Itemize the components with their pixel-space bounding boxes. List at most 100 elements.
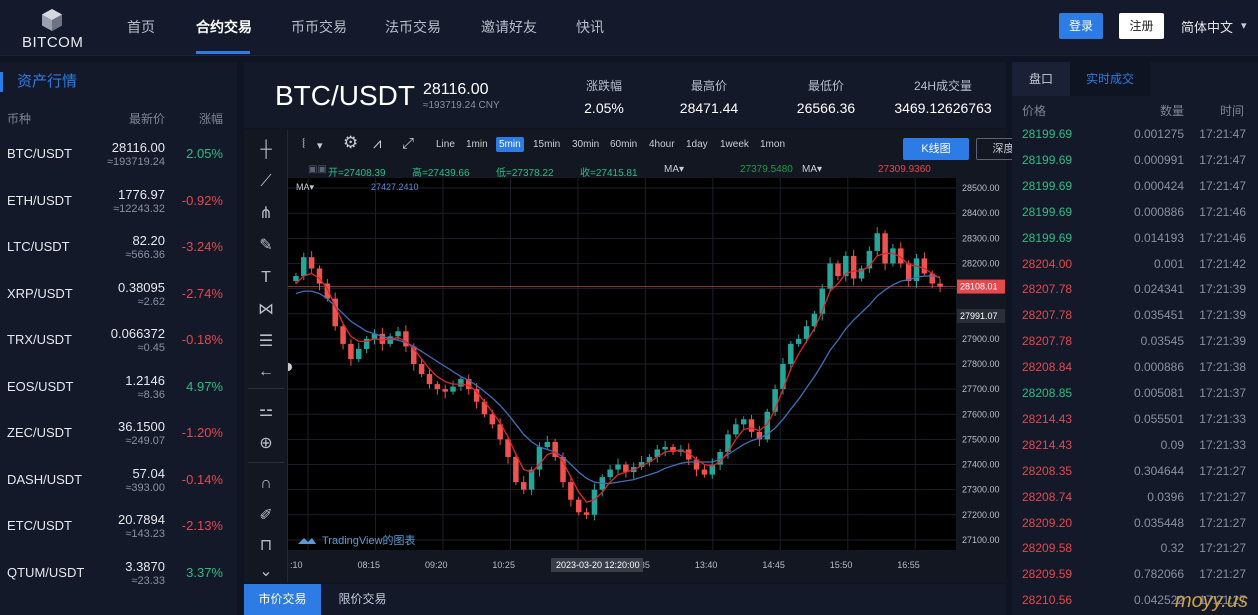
- brush-icon[interactable]: ✎: [259, 237, 273, 254]
- trade-qty: 0.035451: [1133, 308, 1184, 323]
- market-change: 4.97%: [186, 378, 223, 394]
- chart-svg[interactable]: 28500.0028400.0028300.0028200.0028100.00…: [288, 178, 1006, 582]
- nav-fiat-trading[interactable]: 法币交易: [385, 19, 441, 35]
- stat-change-value: 2.05%: [584, 100, 624, 116]
- market-row[interactable]: DASH/USDT 57.04 ≈393.00 -0.14%: [0, 462, 237, 508]
- market-row[interactable]: ETH/USDT 1776.97 ≈12243.32 -0.92%: [0, 183, 237, 229]
- trade-row: 28199.69 0.001275 17:21:47: [1012, 121, 1258, 147]
- text-tool-icon[interactable]: T: [261, 269, 271, 286]
- candle-body: [811, 313, 818, 327]
- candle-body: [921, 258, 928, 274]
- trend-line-icon[interactable]: ⟋: [260, 173, 272, 190]
- plot-ma-value: 27427.2410: [371, 182, 419, 192]
- stat-high-value: 28471.44: [679, 100, 739, 116]
- candle-body: [623, 464, 629, 473]
- interval-30min[interactable]: 30min: [572, 139, 600, 150]
- market-symbol: EOS/USDT: [7, 378, 74, 394]
- last-price-tag: [957, 279, 1005, 294]
- fullscreen-icon[interactable]: ⤢: [402, 135, 415, 152]
- tab-market-order[interactable]: 市价交易: [244, 584, 321, 615]
- lock-icon[interactable]: ⊓: [259, 537, 273, 554]
- collapse-chevron-icon[interactable]: ⌄: [259, 563, 273, 580]
- interval-1week[interactable]: 1week: [720, 139, 749, 150]
- nav-news[interactable]: 快讯: [576, 19, 604, 35]
- x-tick-label: 09:20: [425, 560, 448, 570]
- kline-button[interactable]: K线图: [903, 138, 969, 160]
- nav-contract-trading[interactable]: 合约交易: [196, 19, 252, 35]
- interval-1mon[interactable]: 1mon: [760, 139, 786, 150]
- interval-5min[interactable]: 5min: [496, 137, 524, 152]
- col-time: 时间: [1220, 104, 1245, 118]
- nav-spot-trading[interactable]: 币币交易: [291, 19, 347, 35]
- ruler-icon[interactable]: ☰: [258, 333, 274, 350]
- market-symbol: BTC/USDT: [7, 146, 72, 161]
- drawing-tools: ┼ ⟋ ⋔ ✎ T ⋈ ☰ ← ⚍ ⊕ ∩ ✐ ⊓ ⌄: [244, 130, 288, 582]
- indicators-icon[interactable]: ⩘: [373, 135, 382, 152]
- tab-limit-order[interactable]: 限价交易: [338, 592, 387, 606]
- y-tick-label: 28200.00: [962, 258, 1000, 268]
- stat-low-label: 最低价: [807, 79, 844, 93]
- zoom-in-icon[interactable]: ⊕: [259, 435, 273, 452]
- legend-ma-label-2[interactable]: MA▾: [802, 164, 823, 175]
- gear-icon[interactable]: ⚙: [343, 133, 359, 152]
- market-row[interactable]: ETC/USDT 20.7894 ≈143.23 -2.13%: [0, 508, 237, 554]
- market-row[interactable]: EOS/USDT 1.2146 ≈8.36 4.97%: [0, 369, 237, 415]
- market-change: -3.24%: [181, 239, 223, 254]
- nav-invite-friends[interactable]: 邀请好友: [481, 19, 537, 35]
- candle-type-icon[interactable]: ⧙: [302, 135, 306, 152]
- interval-15min[interactable]: 15min: [533, 139, 561, 150]
- market-row[interactable]: LTC/USDT 82.20 ≈566.36 -3.24%: [0, 229, 237, 275]
- market-row[interactable]: QTUM/USDT 3.3870 ≈23.33 3.37%: [0, 555, 237, 601]
- interval-60min[interactable]: 60min: [610, 139, 638, 150]
- candle-body: [905, 263, 912, 282]
- chevron-down-icon[interactable]: ▾: [317, 140, 323, 152]
- interval-1min[interactable]: 1min: [466, 139, 488, 150]
- nav-home[interactable]: 首页: [127, 19, 155, 35]
- back-arrow-icon[interactable]: ←: [258, 363, 274, 380]
- trade-qty: 0.014193: [1133, 230, 1184, 245]
- pattern-icon[interactable]: ⋈: [258, 301, 274, 318]
- chevron-down-icon[interactable]: ▾: [1241, 20, 1247, 32]
- market-row[interactable]: ZEC/USDT 36.1500 ≈249.07 -1.20%: [0, 415, 237, 461]
- candlestick-chart[interactable]: 28500.0028400.0028300.0028200.0028100.00…: [288, 178, 1006, 582]
- stat-volume-label: 24H成交量: [913, 79, 972, 93]
- interval-line[interactable]: Line: [436, 139, 455, 150]
- brand-logo[interactable]: BITCOM: [22, 8, 83, 51]
- trade-row: 28208.74 0.0396 17:21:27: [1012, 484, 1258, 510]
- trade-price: 28214.43: [1022, 411, 1073, 426]
- col-qty: 数量: [1160, 104, 1185, 118]
- legend-toggle-icon[interactable]: ▣▣: [308, 164, 327, 175]
- tab-realtime-trades[interactable]: 实时成交: [1070, 62, 1150, 96]
- login-button[interactable]: 登录: [1059, 13, 1103, 39]
- crosshair-icon[interactable]: ┼: [260, 141, 272, 158]
- language-selector[interactable]: 简体中文: [1181, 20, 1234, 35]
- measure-icon[interactable]: ⚍: [258, 403, 274, 420]
- main-panel: BTC/USDT 28116.00 ≈193719.24 CNY 涨跌幅 2.0…: [244, 62, 1042, 615]
- market-row[interactable]: XRP/USDT 0.38095 ≈2.62 -2.74%: [0, 276, 237, 322]
- y-tick-label: 27500.00: [962, 434, 1000, 444]
- trade-time: 17:21:39: [1199, 282, 1246, 297]
- trade-qty: 0.782066: [1133, 567, 1184, 582]
- market-row[interactable]: TRX/USDT 0.066372 ≈0.45 -0.18%: [0, 322, 237, 368]
- trade-time: 17:21:27: [1199, 515, 1246, 530]
- legend-ma-label[interactable]: MA▾: [664, 164, 685, 175]
- trade-row: 28214.43 0.055501 17:21:33: [1012, 406, 1258, 432]
- market-row[interactable]: BTC/USDT 28116.00 ≈193719.24 2.05%: [0, 136, 237, 182]
- pitchfork-icon[interactable]: ⋔: [259, 205, 273, 222]
- trade-row: 28204.00 0.001 17:21:42: [1012, 251, 1258, 277]
- y-tick-label: 28300.00: [962, 233, 1000, 243]
- candle-body: [780, 364, 786, 390]
- stat-volume: 24H成交量 3469.12626763: [883, 77, 1003, 116]
- magnet-icon[interactable]: ∩: [260, 475, 272, 492]
- interval-1day[interactable]: 1day: [686, 139, 708, 150]
- y-tick-label: 27800.00: [962, 359, 1000, 369]
- interval-4hour[interactable]: 4hour: [649, 139, 675, 150]
- y-tick-label: 27600.00: [962, 409, 1000, 419]
- ma-price-label: 27991.07: [960, 311, 998, 321]
- candle-body: [489, 414, 496, 425]
- trade-time: 17:21:38: [1199, 360, 1246, 375]
- candle-body: [395, 331, 401, 337]
- lock-pencil-icon[interactable]: ✐: [259, 507, 273, 524]
- tab-orderbook[interactable]: 盘口: [1012, 62, 1070, 96]
- register-button[interactable]: 注册: [1119, 13, 1164, 39]
